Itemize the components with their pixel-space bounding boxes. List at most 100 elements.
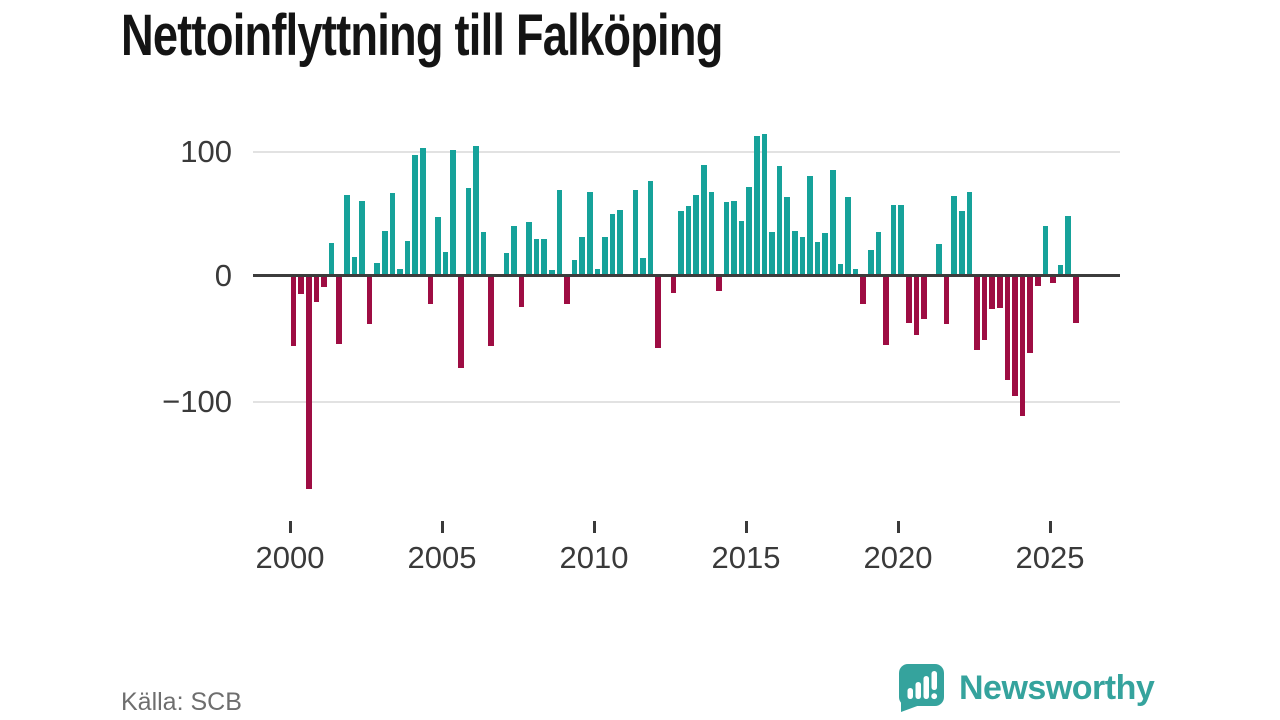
bar — [905, 277, 912, 323]
bar — [571, 260, 578, 274]
bar — [328, 243, 335, 274]
bar — [321, 277, 327, 287]
bar — [640, 257, 646, 274]
bar — [435, 216, 441, 274]
bar — [913, 277, 920, 336]
bar — [792, 230, 798, 274]
bar — [587, 192, 593, 274]
bar — [1012, 277, 1018, 397]
bar — [526, 221, 532, 274]
bar — [1057, 265, 1064, 274]
bar — [693, 194, 699, 274]
bar — [989, 277, 996, 310]
bar — [921, 277, 927, 320]
y-tick-label-100: 100 — [180, 134, 232, 169]
bar — [617, 209, 623, 274]
bar — [404, 240, 411, 274]
newsworthy-logo: Newsworthy — [897, 663, 1155, 713]
bar — [473, 146, 479, 274]
bar — [427, 277, 434, 305]
bar — [655, 277, 661, 348]
x-tick-label-2000: 2000 — [255, 540, 325, 575]
bar — [1019, 277, 1026, 416]
x-tick-label-2010: 2010 — [559, 540, 629, 575]
bar — [670, 277, 677, 294]
bar — [351, 256, 358, 274]
x-tick-mark-2000 — [289, 521, 292, 533]
bar — [852, 269, 859, 274]
bar — [860, 277, 866, 305]
x-tick-label-2005: 2005 — [407, 540, 477, 575]
bar — [1027, 277, 1033, 353]
bar — [997, 277, 1003, 308]
bar — [602, 236, 608, 274]
bar — [845, 197, 851, 274]
bar — [746, 187, 753, 274]
x-tick-label-2015: 2015 — [711, 540, 781, 575]
bar — [313, 277, 320, 302]
newsworthy-logo-text: Newsworthy — [959, 668, 1155, 707]
bar — [981, 277, 988, 341]
bar — [716, 277, 722, 291]
bar — [1065, 215, 1071, 274]
bar — [344, 194, 350, 274]
x-tick-mark-2015 — [745, 521, 748, 533]
bar — [541, 239, 548, 274]
bar — [708, 192, 715, 274]
bar — [807, 176, 813, 274]
gridline-minus100 — [253, 401, 1120, 403]
bar — [366, 277, 373, 325]
bar — [1050, 277, 1056, 284]
logo-bar-large — [923, 676, 929, 699]
bar — [556, 189, 563, 274]
bar — [754, 136, 760, 274]
bar — [306, 277, 312, 490]
bar — [974, 277, 980, 351]
bar — [298, 277, 305, 295]
bar — [533, 239, 540, 274]
bar — [898, 204, 904, 274]
x-tick-mark-2010 — [593, 521, 596, 533]
bar — [951, 195, 958, 274]
bar — [959, 210, 965, 274]
bar — [776, 166, 783, 274]
zero-axis-line — [253, 274, 1120, 277]
gridline-plus100 — [253, 151, 1120, 153]
logo-exclamation-bar — [931, 671, 937, 690]
bar — [397, 269, 403, 274]
bar — [450, 150, 456, 274]
bar — [1042, 225, 1049, 274]
bar — [389, 193, 396, 274]
bar — [875, 231, 882, 274]
bar — [511, 225, 517, 274]
bar — [632, 189, 639, 274]
logo-bar-small — [907, 688, 913, 699]
bar — [290, 277, 297, 347]
bar — [830, 169, 836, 274]
bar — [784, 197, 791, 274]
x-tick-mark-2025 — [1049, 521, 1052, 533]
bar — [822, 233, 828, 274]
x-tick-mark-2020 — [897, 521, 900, 533]
bar — [723, 202, 730, 274]
bar — [594, 269, 601, 274]
bar — [412, 154, 418, 274]
bar — [609, 214, 616, 274]
bar — [465, 188, 472, 274]
newsworthy-logo-icon — [899, 664, 944, 712]
bar — [1035, 277, 1041, 286]
bar — [518, 277, 525, 307]
logo-bar-medium — [915, 682, 921, 699]
bar — [419, 147, 426, 274]
bar — [579, 236, 586, 274]
bar — [837, 264, 844, 274]
bar — [1072, 277, 1079, 323]
bar — [336, 277, 343, 344]
bar — [769, 231, 775, 274]
bar — [867, 250, 874, 274]
bar — [549, 270, 555, 274]
bar — [503, 252, 510, 274]
bar — [685, 205, 692, 274]
